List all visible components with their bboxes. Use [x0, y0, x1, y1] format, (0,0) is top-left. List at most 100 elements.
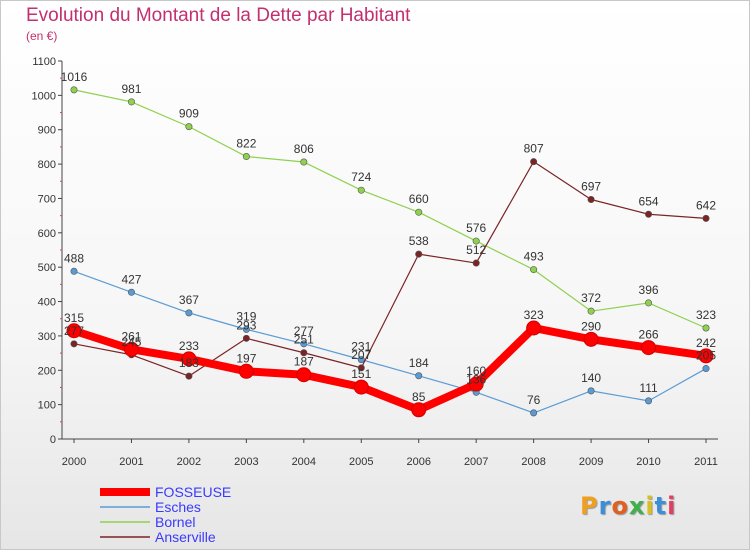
data-point-bornel: [242, 153, 250, 161]
data-label-fosseuse: 323: [524, 308, 544, 322]
data-point-fosseuse: [123, 341, 139, 357]
x-tick-label: 2000: [62, 456, 86, 468]
data-point-anserville: [300, 349, 308, 357]
data-point-fosseuse: [353, 379, 369, 395]
data-label-esches: 277: [294, 324, 314, 338]
data-point-bornel: [127, 98, 135, 106]
legend-label-bornel: Bornel: [155, 514, 195, 530]
data-point-fosseuse: [296, 367, 312, 383]
data-label-esches: 136: [466, 372, 486, 386]
logo-letter: x: [628, 492, 646, 520]
data-label-esches: 184: [409, 356, 429, 370]
proxiti-logo: Proxiti: [580, 492, 676, 520]
series-line-anserville: [73, 161, 707, 377]
x-tick-label: 2005: [349, 456, 373, 468]
series-line-fosseuse: [70, 324, 710, 414]
data-label-bornel: 909: [179, 107, 199, 121]
x-tick-label: 2001: [119, 456, 143, 468]
data-label-fosseuse: 242: [696, 336, 716, 350]
chart-title: Evolution du Montant de la Dette par Hab…: [26, 5, 411, 26]
data-point-fosseuse: [526, 320, 542, 336]
data-point-anserville: [415, 250, 423, 258]
data-label-anserville: 538: [409, 234, 429, 248]
data-point-bornel: [415, 208, 423, 216]
x-tick-label: 2007: [464, 456, 488, 468]
legend-label-fosseuse: FOSSEUSE: [155, 484, 231, 500]
data-point-fosseuse: [238, 363, 254, 379]
x-tick-label: 2002: [177, 456, 201, 468]
chart-axes: 0 100 200 300 400 500 600 700 800 900 1000 1100 2000…: [32, 56, 718, 468]
data-point-esches: [300, 340, 308, 348]
y-tick-label: 600: [38, 228, 56, 240]
data-label-fosseuse: 261: [121, 329, 141, 343]
data-label-anserville: 642: [696, 198, 716, 212]
legend-label-anserville: Anserville: [155, 529, 216, 545]
y-tick-label: 400: [38, 297, 56, 309]
data-label-bornel: 724: [351, 170, 371, 184]
x-tick-label: 2004: [292, 456, 316, 468]
data-point-bornel: [587, 307, 595, 315]
y-tick-label: 800: [38, 159, 56, 171]
logo-letter: r: [598, 492, 612, 520]
data-label-anserville: 654: [639, 194, 659, 208]
series-line-esches: [73, 270, 707, 414]
data-point-bornel: [472, 237, 480, 245]
data-label-esches: 76: [527, 393, 541, 407]
logo-letter: P: [580, 492, 599, 520]
data-label-fosseuse: 85: [412, 390, 426, 404]
data-point-esches: [587, 387, 595, 395]
x-tick-label: 2006: [406, 456, 430, 468]
data-label-fosseuse: 233: [179, 339, 199, 353]
logo-letter: o: [611, 492, 629, 520]
data-point-bornel: [530, 266, 538, 274]
data-point-esches: [127, 288, 135, 296]
data-label-fosseuse: 151: [351, 367, 371, 381]
data-point-anserville: [242, 334, 250, 342]
data-label-bornel: 822: [236, 137, 256, 151]
x-tick-label: 2011: [694, 456, 718, 468]
data-point-bornel: [702, 324, 710, 332]
data-label-bornel: 1016: [61, 70, 88, 84]
data-point-esches: [242, 325, 250, 333]
data-label-bornel: 660: [409, 192, 429, 206]
y-tick-label: 900: [38, 125, 56, 137]
data-label-fosseuse: 315: [64, 311, 84, 325]
data-point-esches: [530, 409, 538, 417]
data-label-fosseuse: 187: [294, 355, 314, 369]
data-label-fosseuse: 290: [581, 319, 601, 333]
data-label-fosseuse: 266: [639, 328, 659, 342]
data-point-fosseuse: [583, 331, 599, 347]
data-label-anserville: 207: [351, 348, 371, 362]
data-label-esches: 205: [696, 349, 716, 363]
y-tick-label: 200: [38, 365, 56, 377]
y-tick-label: 1100: [32, 56, 56, 68]
y-tick-label: 500: [38, 262, 56, 274]
data-label-anserville: 697: [581, 179, 601, 193]
data-label-bornel: 323: [696, 308, 716, 322]
data-point-esches: [702, 365, 710, 373]
data-point-anserville: [472, 259, 480, 267]
data-point-fosseuse: [468, 376, 484, 392]
chart-series: [66, 86, 714, 418]
series-line-bornel: [73, 89, 707, 329]
data-point-anserville: [185, 372, 193, 380]
data-labels: 315 261 233 197 187 151 85 160 323 290 266 242 488 42…: [61, 70, 717, 407]
data-label-anserville: 277: [64, 324, 84, 338]
data-label-anserville: 251: [294, 333, 314, 347]
y-tick-label: 1000: [32, 90, 56, 102]
data-point-anserville: [70, 340, 78, 348]
data-point-bornel: [300, 158, 308, 166]
data-point-fosseuse: [411, 402, 427, 418]
logo-letter: t: [654, 492, 668, 520]
data-label-esches: 367: [179, 293, 199, 307]
data-label-bornel: 493: [524, 250, 544, 264]
data-label-anserville: 183: [179, 356, 199, 370]
data-label-bornel: 396: [639, 283, 659, 297]
data-point-esches: [357, 356, 365, 364]
data-point-bornel: [185, 123, 193, 131]
logo-letter: i: [667, 492, 677, 520]
data-point-anserville: [702, 214, 710, 222]
